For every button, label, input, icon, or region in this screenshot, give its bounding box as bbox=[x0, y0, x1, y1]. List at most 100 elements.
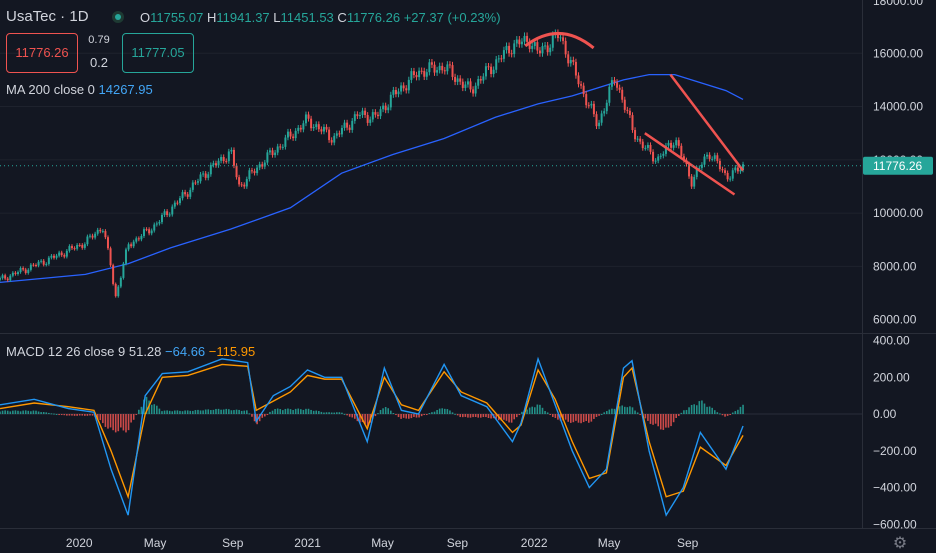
candle-body bbox=[520, 41, 523, 45]
candle-body bbox=[256, 167, 259, 174]
macd-histogram-bar bbox=[721, 414, 724, 416]
macd-histogram-bar bbox=[665, 414, 667, 428]
macd-histogram-bar bbox=[510, 414, 513, 423]
ohlc-readout: O11755.07 H11941.37 L11451.53 C11776.26 … bbox=[140, 10, 501, 25]
candle-body bbox=[670, 142, 673, 148]
change-value: +27.37 (+0.23%) bbox=[403, 10, 501, 25]
ma-legend[interactable]: MA 200 close 0 14267.95 bbox=[6, 82, 153, 97]
macd-histogram-bar bbox=[364, 414, 366, 424]
macd-histogram-bar bbox=[688, 407, 690, 415]
candle-body bbox=[22, 268, 25, 270]
candle-body bbox=[19, 268, 22, 273]
candle-body bbox=[464, 84, 467, 88]
candle-body bbox=[729, 178, 732, 180]
candle-body bbox=[27, 269, 30, 273]
macd-histogram-bar bbox=[318, 410, 320, 415]
macd-histogram-bar bbox=[680, 412, 683, 415]
time-tick-label: May bbox=[371, 536, 394, 550]
candle-body bbox=[286, 131, 289, 138]
macd-histogram-bar bbox=[469, 414, 472, 418]
macd-histogram-bar bbox=[456, 414, 459, 416]
candle-body bbox=[610, 80, 613, 87]
candle-body bbox=[212, 163, 215, 165]
macd-histogram-bar bbox=[305, 408, 307, 415]
candle-body bbox=[9, 275, 12, 281]
macd-histogram-bar bbox=[264, 414, 266, 417]
candle-body bbox=[415, 75, 418, 78]
candle-body bbox=[220, 156, 223, 161]
symbol-title[interactable]: UsaTec · 1D bbox=[6, 8, 89, 25]
candle-body bbox=[178, 198, 181, 204]
candle-body bbox=[533, 42, 536, 46]
macd-histogram-bar bbox=[73, 414, 76, 416]
macd-histogram-bar bbox=[158, 408, 161, 415]
candle-body bbox=[371, 112, 374, 120]
candle-body bbox=[171, 206, 174, 215]
macd-legend[interactable]: MACD 12 26 close 9 51.28 −64.66 −115.95 bbox=[6, 344, 255, 359]
macd-histogram-bar bbox=[330, 412, 333, 415]
macd-histogram-bar bbox=[22, 410, 24, 415]
macd-value: −64.66 bbox=[165, 344, 206, 359]
candle-body bbox=[402, 85, 405, 89]
candle-body bbox=[145, 229, 148, 231]
candle-body bbox=[50, 255, 53, 258]
candle-body bbox=[14, 272, 17, 274]
macd-histogram-bar bbox=[431, 412, 433, 415]
macd-histogram-bar bbox=[546, 412, 549, 415]
candle-body bbox=[700, 164, 703, 168]
price-tick-label: 18000.00 bbox=[873, 0, 923, 8]
macd-histogram-bar bbox=[199, 410, 202, 415]
macd-histogram-bar bbox=[122, 414, 125, 431]
macd-histogram-bar bbox=[42, 411, 45, 415]
macd-histogram-bar bbox=[729, 414, 731, 416]
macd-histogram-bar bbox=[603, 412, 606, 415]
buy-button[interactable]: 11777.05 bbox=[122, 33, 194, 73]
macd-line bbox=[0, 356, 744, 517]
candle-body bbox=[320, 129, 323, 132]
candle-body bbox=[91, 235, 94, 238]
macd-histogram-bar bbox=[320, 411, 323, 415]
candle-body bbox=[613, 80, 616, 83]
macd-histogram-bar bbox=[449, 410, 451, 415]
macd-histogram-bar bbox=[408, 414, 410, 419]
sell-button[interactable]: 11776.26 bbox=[6, 33, 78, 73]
candle-body bbox=[140, 235, 143, 240]
macd-histogram-bar bbox=[662, 414, 665, 430]
macd-histogram-bar bbox=[222, 409, 225, 415]
candle-body bbox=[351, 120, 354, 130]
macd-histogram-bar bbox=[557, 414, 559, 420]
macd-hist-value: 51.28 bbox=[128, 344, 162, 359]
macd-histogram-bar bbox=[731, 412, 734, 415]
macd-histogram-bar bbox=[384, 407, 387, 415]
candle-body bbox=[24, 269, 27, 273]
candle-body bbox=[271, 150, 274, 156]
macd-histogram-bar bbox=[706, 406, 708, 415]
price-tick-label: 14000.00 bbox=[873, 100, 923, 114]
candle-body bbox=[479, 79, 482, 81]
spread-top: 0.79 bbox=[88, 34, 110, 46]
candle-body bbox=[155, 223, 158, 225]
macd-histogram-bar bbox=[24, 410, 27, 415]
macd-histogram-bar bbox=[636, 412, 639, 415]
macd-histogram-bar bbox=[138, 409, 140, 415]
macd-histogram-bar bbox=[176, 410, 179, 415]
low-value: 11451.53 bbox=[280, 10, 334, 25]
macd-histogram-bar bbox=[634, 410, 636, 415]
macd-histogram-bar bbox=[132, 414, 135, 420]
macd-histogram-bar bbox=[639, 414, 642, 416]
macd-histogram-bar bbox=[631, 407, 634, 415]
macd-histogram-bar bbox=[572, 414, 575, 423]
close-key: C bbox=[337, 10, 347, 25]
macd-histogram-bar bbox=[395, 414, 397, 416]
macd-histogram-bar bbox=[659, 414, 662, 430]
time-tick-label: 2021 bbox=[294, 536, 321, 550]
candle-body bbox=[667, 142, 670, 146]
macd-histogram-bar bbox=[233, 410, 235, 415]
candle-body bbox=[690, 176, 693, 187]
macd-histogram-bar bbox=[312, 410, 315, 415]
candle-body bbox=[621, 89, 624, 100]
candle-body bbox=[40, 260, 43, 262]
live-dot-icon bbox=[112, 11, 124, 23]
macd-histogram-bar bbox=[361, 414, 364, 423]
